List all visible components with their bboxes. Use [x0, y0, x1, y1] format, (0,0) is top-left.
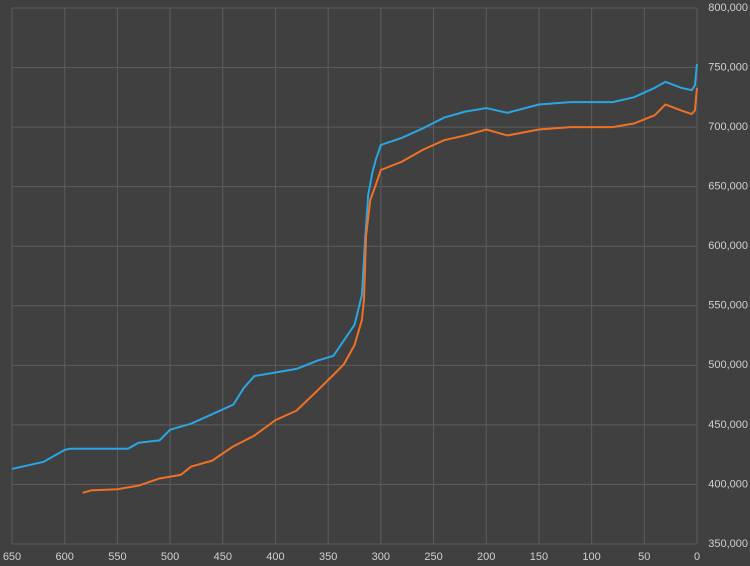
x-tick-label: 600 [56, 551, 74, 563]
line-series [11, 63, 698, 470]
x-tick-label: 450 [214, 551, 232, 563]
y-tick-label: 400,000 [708, 478, 748, 490]
y-tick-label: 800,000 [708, 2, 748, 14]
x-tick-label: 300 [372, 551, 390, 563]
y-tick-label: 750,000 [708, 61, 748, 73]
x-tick-label: 200 [477, 551, 495, 563]
y-tick-label: 650,000 [708, 181, 748, 193]
x-tick-label: 650 [3, 551, 21, 563]
x-tick-label: 400 [266, 551, 284, 563]
x-tick-label: 350 [319, 551, 337, 563]
y-tick-label: 700,000 [708, 121, 748, 133]
y-tick-label: 550,000 [708, 300, 748, 312]
x-tick-label: 50 [638, 551, 650, 563]
y-tick-label: 350,000 [708, 538, 748, 550]
x-tick-label: 150 [530, 551, 548, 563]
x-tick-label: 250 [424, 551, 442, 563]
y-tick-label: 500,000 [708, 359, 748, 371]
y-tick-label: 450,000 [708, 419, 748, 431]
line-series [82, 87, 698, 494]
x-tick-label: 500 [161, 551, 179, 563]
x-tick-label: 100 [582, 551, 600, 563]
y-tick-label: 600,000 [708, 240, 748, 252]
x-tick-label: 0 [694, 551, 700, 563]
x-tick-label: 550 [108, 551, 126, 563]
